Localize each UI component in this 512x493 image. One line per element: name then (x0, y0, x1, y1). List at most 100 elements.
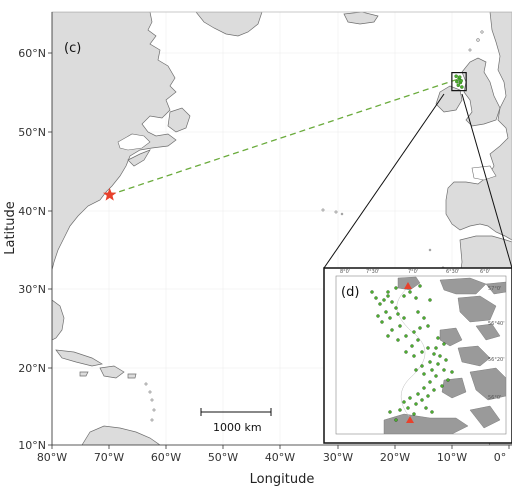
inset-tracking-point (394, 306, 398, 310)
svg-text:56°0': 56°0' (488, 395, 501, 401)
inset-tracking-point (404, 350, 408, 354)
azores-islands (321, 208, 344, 216)
origin-star-marker (103, 187, 117, 201)
newfoundland-land (167, 107, 191, 133)
north-america-land (52, 12, 177, 271)
zoom-line-left (323, 93, 445, 269)
inset-tracking-point (422, 372, 426, 376)
svg-text:57°0': 57°0' (488, 286, 501, 292)
inset-tracking-point (408, 290, 412, 294)
inset-tracking-point (396, 312, 400, 316)
x-tick-label: 60°W (151, 451, 181, 464)
inset-tracking-point (414, 296, 418, 300)
inset-tracking-point (388, 316, 392, 320)
inset-tracking-point (436, 336, 440, 340)
inset-tracking-point (428, 380, 432, 384)
migration-track (109, 78, 459, 196)
tracking-point (455, 79, 459, 84)
puerto-rico-land (127, 373, 137, 379)
zoom-line-right (461, 93, 512, 269)
y-tick-label: 50°N (18, 126, 46, 139)
inset-tracking-point (422, 316, 426, 320)
inset-tracking-point (402, 316, 406, 320)
inset-tracking-point (398, 408, 402, 412)
inset-tracking-point (418, 326, 422, 330)
inset-tracking-point (418, 284, 422, 288)
inset-tracking-point (388, 410, 392, 414)
great-britain-land (461, 57, 501, 127)
greenland-land (195, 12, 263, 37)
inset-tracking-point (380, 320, 384, 324)
x-axis-title: Longitude (250, 472, 315, 487)
inset-tracking-point (446, 378, 450, 382)
inset-tracking-point (416, 338, 420, 342)
tracking-point (454, 74, 458, 78)
inset-tracking-point (414, 368, 418, 372)
inset-tracking-point (420, 364, 424, 368)
inset-tracking-point (426, 324, 430, 328)
inset-track (396, 284, 426, 421)
south-america-land (81, 425, 161, 445)
inset-tracking-point (412, 330, 416, 334)
inset-tracking-point (416, 310, 420, 314)
inset-tracking-point (422, 386, 426, 390)
inset-tracking-point (432, 352, 436, 356)
inset-tracking-point (416, 392, 420, 396)
inset-tracking-point (424, 406, 428, 410)
inset-tracking-point (396, 338, 400, 342)
inset-top-ticks: 8°0' 7°30' 7°0' 6°30' 6°0' (340, 269, 490, 275)
svg-text:6°0': 6°0' (480, 269, 490, 275)
inset-tracking-point (402, 400, 406, 404)
inset-tracking-point (444, 358, 448, 362)
inset-tracking-point (402, 294, 406, 298)
inset-tracking-point (384, 310, 388, 314)
inset-tracking-point (386, 294, 390, 298)
inset-tracking-point (390, 328, 394, 332)
inset-tracking-point (440, 384, 444, 388)
inset-tracking-point (430, 368, 434, 372)
inset-start-marker (404, 282, 412, 289)
cuba-land (55, 349, 103, 367)
inset-tracking-point (442, 342, 446, 346)
inset-tracking-point (408, 396, 412, 400)
svg-text:56°20': 56°20' (488, 357, 505, 363)
iceland-land (343, 12, 379, 25)
inset-map: 8°0' 7°30' 7°0' 6°30' 6°0' 57°0' 56°40' … (323, 267, 512, 444)
destination-points (454, 74, 464, 89)
tracking-point (459, 78, 463, 83)
x-tick-label: 0° (494, 451, 507, 464)
x-tick-label: 70°W (94, 451, 124, 464)
inset-tracking-point (428, 360, 432, 364)
inset-tracking-point (374, 296, 378, 300)
inset-tracking-point (442, 368, 446, 372)
svg-text:56°40': 56°40' (488, 321, 505, 327)
y-tick-label: 40°N (18, 205, 46, 218)
destination-box (451, 71, 467, 92)
inset-end-marker (406, 416, 414, 423)
biscay-bay (471, 165, 497, 181)
inset-tracking-point (390, 300, 394, 304)
x-tick-label: 30°W (323, 451, 353, 464)
y-axis: 10°N 20°N 30°N 40°N 50°N 60°N Latitude (3, 12, 53, 452)
x-tick-label: 50°W (208, 451, 238, 464)
inset-tracking-point (414, 402, 418, 406)
panel-label-c: (c) (64, 41, 81, 56)
inset-tracking-point (378, 302, 382, 306)
inset-tracking-point (434, 374, 438, 378)
europe-land (445, 12, 512, 241)
x-tick-label: 20°W (380, 451, 410, 464)
inset-tracking-point (420, 398, 424, 402)
tracking-point (460, 85, 464, 89)
inset-tracking-point (386, 290, 390, 294)
y-tick-marks (48, 52, 52, 446)
x-tick-marks (51, 445, 510, 449)
y-tick-label: 20°N (18, 362, 46, 375)
jamaica-land (79, 371, 89, 377)
inset-tracking-point (412, 354, 416, 358)
y-tick-label: 60°N (18, 47, 46, 60)
scale-bar-label: 1000 km (213, 421, 262, 434)
inset-tracking-point (430, 410, 434, 414)
inset-tracking-point (434, 346, 438, 350)
svg-text:8°0': 8°0' (340, 269, 350, 275)
